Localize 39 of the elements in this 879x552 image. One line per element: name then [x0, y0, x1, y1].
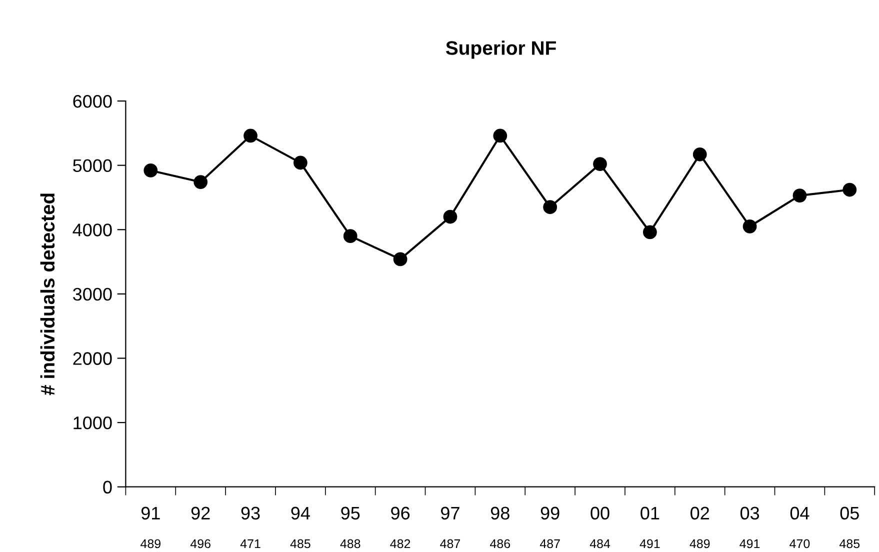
category-label: 00 484: [590, 506, 610, 548]
category-label: 04 470: [790, 506, 810, 548]
point: [293, 156, 308, 170]
point: [593, 157, 607, 171]
point: [144, 164, 158, 178]
category-label: 96 482: [390, 506, 410, 548]
y-tick-label: 0: [103, 480, 112, 494]
category-label: 94 485: [290, 506, 310, 548]
point: [493, 128, 508, 143]
category-label: 03 491: [740, 506, 760, 548]
category-label: 95 488: [340, 506, 360, 548]
point: [642, 225, 657, 240]
point: [842, 182, 857, 197]
point: [792, 188, 807, 202]
category-label: 02 489: [690, 506, 710, 548]
category-label: 97 487: [440, 506, 460, 548]
category-label: 05 485: [840, 506, 860, 548]
y-tick-label: 6000: [73, 94, 112, 108]
point: [244, 128, 258, 143]
y-tick-label: 1000: [74, 416, 112, 430]
y-tick-label: 2000: [73, 352, 112, 365]
point: [443, 210, 458, 224]
chart-title: Superior NF: [446, 40, 556, 59]
category-label: 91 489: [140, 506, 160, 548]
category-label: 98 486: [490, 506, 510, 548]
point: [194, 175, 208, 189]
point: [692, 147, 707, 162]
category-label: 93 471: [240, 506, 260, 548]
category-label: 92 496: [190, 506, 210, 548]
y-tick-label: 4000: [72, 224, 112, 236]
category-label: 99 487: [540, 506, 560, 548]
point: [543, 200, 558, 214]
point: [343, 229, 358, 244]
point: [742, 219, 757, 234]
category-label: 01 491: [640, 506, 660, 548]
y-axis-title: # individuals detected: [40, 194, 55, 396]
y-tick-label: 3000: [73, 288, 112, 301]
point: [393, 252, 408, 266]
y-tick-label: 5000: [73, 159, 112, 172]
